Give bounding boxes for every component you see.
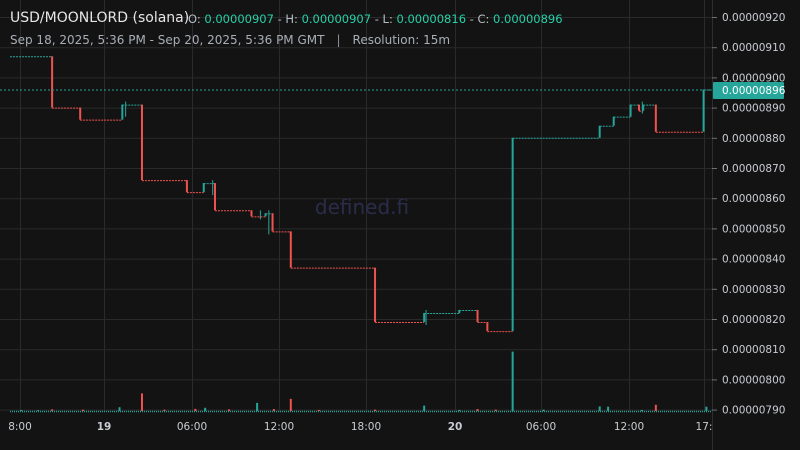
time-tick-label: 18:00	[351, 421, 381, 433]
time-tick-label: 12:00	[614, 421, 644, 433]
volume-bar	[204, 407, 207, 411]
volume-bar	[607, 406, 610, 411]
volume-bar	[598, 406, 601, 411]
close-value: 0.00000896	[493, 12, 563, 26]
time-tick-label: 12:00	[264, 421, 294, 433]
candle-body	[612, 116, 615, 126]
candle-body	[271, 213, 274, 232]
chart-subtitle: Sep 18, 2025, 5:36 PM - Sep 20, 2025, 5:…	[10, 33, 450, 47]
candle-body	[642, 104, 645, 111]
last-price-tag-bg	[713, 81, 784, 99]
candle-body	[374, 267, 377, 323]
watermark: defined.fi	[315, 195, 409, 219]
resolution[interactable]: Resolution: 15m	[352, 33, 451, 47]
volume-bar	[494, 409, 497, 411]
candle-body	[250, 210, 253, 217]
volume-bar	[511, 351, 514, 411]
volume-bar	[476, 409, 479, 411]
volume-bar	[289, 398, 292, 411]
ohlc-readout: O: 0.00000907 - H: 0.00000907 - L: 0.000…	[188, 12, 563, 26]
candle-body	[486, 322, 489, 332]
high-label: H:	[285, 12, 298, 26]
volume-bar	[705, 406, 708, 411]
volume-bar	[163, 409, 166, 411]
price-tick-label: 0.00000910	[722, 42, 785, 54]
candle-body	[264, 213, 267, 217]
time-tick-label: 06:00	[177, 421, 207, 433]
volume-bar	[82, 409, 85, 411]
candle-body	[140, 104, 143, 181]
separator: |	[336, 33, 341, 47]
candle-body	[511, 137, 514, 332]
candle-body	[702, 89, 705, 132]
price-tick-label: 0.00000790	[722, 405, 785, 417]
volume-bar	[20, 409, 23, 411]
candle-body	[79, 107, 82, 120]
volume-bar	[256, 402, 259, 411]
price-tick-label: 0.00000900	[722, 72, 785, 84]
price-tick-label: 0.00000810	[722, 344, 785, 356]
grid	[0, 0, 712, 412]
last-price-tag-label: 0.00000896	[722, 85, 786, 97]
time-tick-label: 06:00	[526, 421, 556, 433]
candle-body	[289, 231, 292, 268]
price-tick-label: 0.00000800	[722, 374, 785, 386]
volume-bar	[118, 407, 121, 411]
candle-body	[629, 104, 632, 117]
price-tick-label: 0.00000920	[722, 12, 785, 24]
price-tick-label: 0.00000860	[722, 193, 785, 205]
price-tick-label: 0.00000850	[722, 223, 785, 235]
volume-bar	[51, 409, 54, 411]
close-label: C:	[477, 12, 490, 26]
volume-bar	[228, 409, 231, 411]
open-value: 0.00000907	[204, 12, 274, 26]
volume-bar	[37, 410, 40, 411]
volume-bar	[458, 409, 461, 411]
time-tick-label: 17:	[696, 421, 713, 433]
volume-bar	[194, 408, 197, 411]
price-tick-label: 0.00000820	[722, 314, 785, 326]
volume-bars	[10, 351, 712, 413]
volume-bar	[272, 409, 275, 411]
volume-bar	[423, 405, 426, 411]
candle-body	[51, 56, 54, 108]
candles	[10, 56, 712, 333]
volume-bar	[654, 404, 657, 411]
price-tick-label: 0.00000830	[722, 284, 785, 296]
candle-body	[476, 309, 479, 323]
price-axis[interactable]: 0.00000790 0.00000800 0.00000810 0.00000820…	[712, 0, 786, 450]
volume-bar	[640, 409, 643, 411]
price-tick-label: 0.00000880	[722, 133, 785, 145]
price-tick-label: 0.00000840	[722, 254, 785, 266]
volume-bar	[542, 409, 545, 411]
candle-body	[213, 183, 216, 211]
volume-bar	[317, 409, 320, 411]
time-axis[interactable]: 8:00 19 06:00 12:00 18:00 20 06:00 12:00 17:	[8, 421, 712, 433]
low-value: 0.00000816	[396, 12, 467, 26]
high-value: 0.00000907	[301, 12, 372, 26]
date-range: Sep 18, 2025, 5:36 PM - Sep 20, 2025, 5:…	[10, 33, 325, 47]
time-tick-label: 20	[448, 421, 463, 433]
candle-body	[654, 104, 657, 132]
time-tick-label: 8:00	[8, 421, 32, 433]
candle-body	[121, 104, 124, 120]
pair-title: USD/MOONLORD (solana)	[10, 10, 190, 26]
volume-bar	[374, 409, 377, 411]
open-label: O:	[188, 12, 201, 26]
price-tick-label: 0.00000890	[722, 103, 785, 115]
candle-body	[202, 183, 205, 193]
candle-body	[458, 309, 461, 313]
low-label: L:	[382, 12, 393, 26]
price-tick-label: 0.00000870	[722, 163, 785, 175]
candle-body	[598, 125, 601, 138]
candle-body	[423, 312, 426, 323]
last-price-tag: 0.00000896	[713, 81, 786, 99]
volume-bar	[140, 393, 143, 411]
time-tick-label: 19	[97, 421, 112, 433]
candle-body	[637, 104, 640, 111]
candle-body	[185, 180, 188, 193]
